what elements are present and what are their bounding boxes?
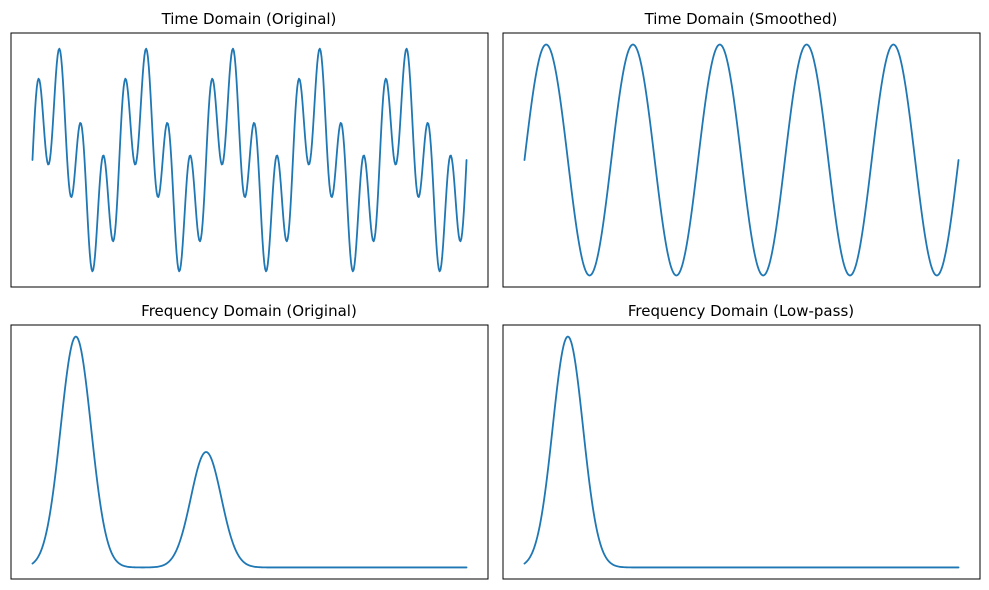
series-line — [31, 47, 468, 273]
axes-frame — [10, 32, 489, 288]
panel-title: Time Domain (Original) — [161, 10, 337, 28]
panel-time-smoothed: Time Domain (Smoothed) — [502, 10, 981, 288]
axes-frame — [10, 324, 489, 580]
panel-title: Time Domain (Smoothed) — [644, 10, 838, 28]
panel-time-original: Time Domain (Original) — [10, 10, 489, 288]
series-line — [523, 335, 960, 569]
axes-frame — [502, 324, 981, 580]
axes-frame — [502, 32, 981, 288]
panel-frequency-original: Frequency Domain (Original) — [10, 302, 489, 580]
panel-frequency-lowpass: Frequency Domain (Low-pass) — [502, 302, 981, 580]
series-line — [31, 335, 468, 569]
panel-title: Frequency Domain (Low-pass) — [628, 302, 854, 320]
series-line — [523, 43, 960, 277]
panel-title: Frequency Domain (Original) — [141, 302, 357, 320]
